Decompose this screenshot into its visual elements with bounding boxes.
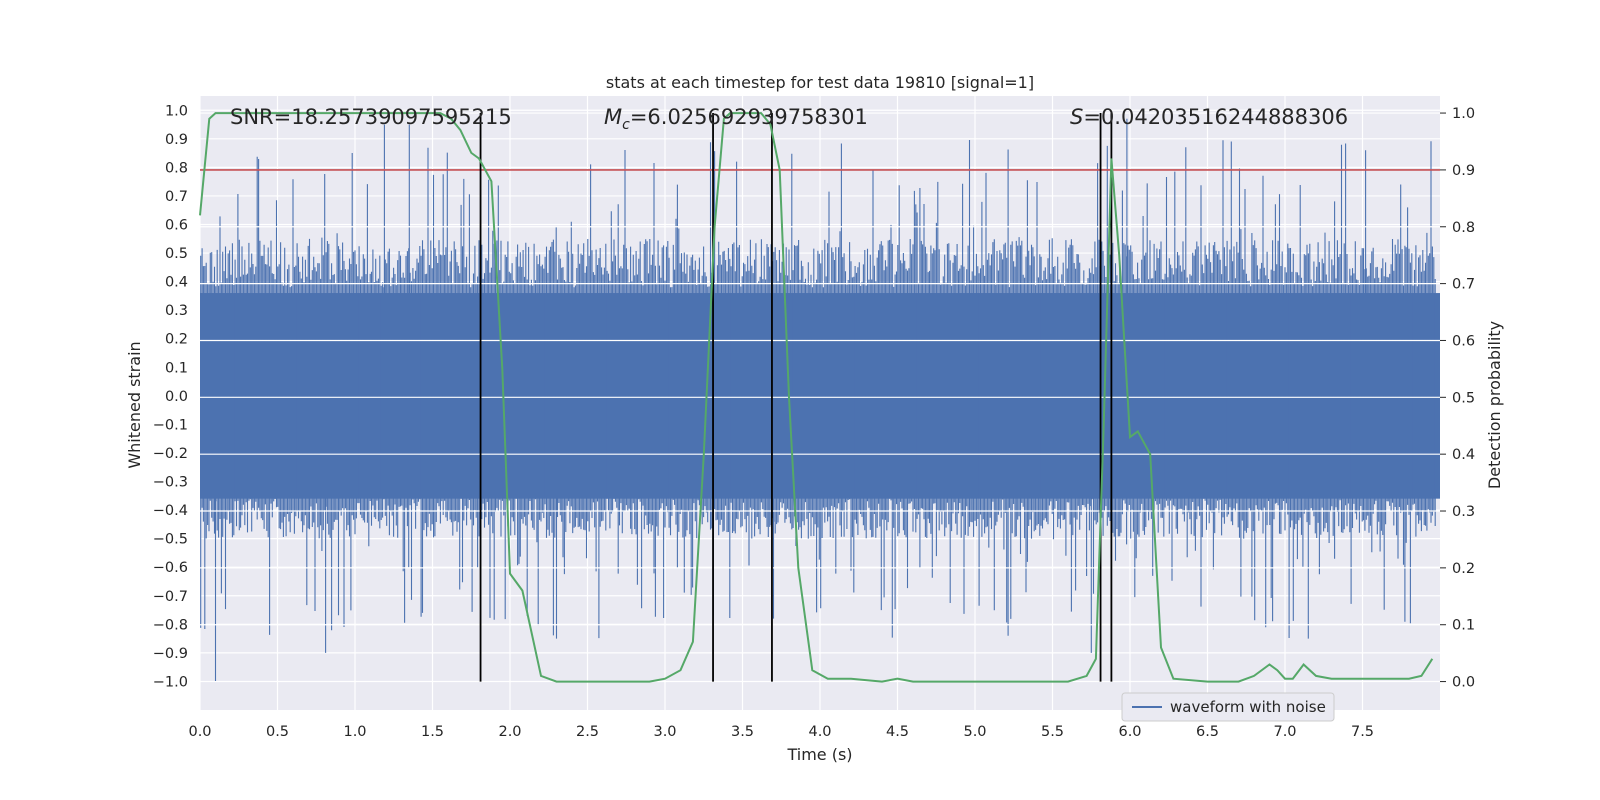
s-annotation: S=0.04203516244888306 xyxy=(1070,105,1348,129)
y-right-tick-label: 0.2 xyxy=(1452,561,1475,577)
s-value: =0.04203516244888306 xyxy=(1083,105,1348,129)
y-right-tick-label: 0.1 xyxy=(1452,618,1475,634)
y-right-tick-label: 0.6 xyxy=(1452,333,1475,349)
x-tick-label: 1.5 xyxy=(421,724,444,740)
x-tick-label: 7.5 xyxy=(1351,724,1374,740)
x-axis-ticks: 0.0 0.5 1.0 1.5 2.0 2.5 3.0 3.5 4.0 4.5 5.0 5.5 6.0 6… xyxy=(188,724,1374,740)
y-left-tick-label: 0.9 xyxy=(165,132,188,148)
y-left-tick-label: 1.0 xyxy=(165,103,188,119)
y-right-tick-label: 0.9 xyxy=(1452,163,1475,179)
x-tick-label: 3.5 xyxy=(731,724,754,740)
y-right-axis-label: Detection probability xyxy=(1485,321,1504,489)
x-tick-label: 3.0 xyxy=(653,724,676,740)
probability-series xyxy=(199,112,1434,683)
y-left-tick-label: −0.8 xyxy=(153,617,188,633)
y-right-tick-label: 0.7 xyxy=(1452,277,1475,293)
y-left-tick-label: 0.3 xyxy=(165,303,188,319)
snr-annotation: SNR=18.25739097595215 xyxy=(230,105,512,129)
x-tick-label: 6.0 xyxy=(1118,724,1141,740)
waveform-core-band xyxy=(200,293,1440,499)
y-left-axis-label: Whitened strain xyxy=(125,341,144,468)
x-tick-label: 4.5 xyxy=(886,724,909,740)
x-tick-label: 0.5 xyxy=(266,724,289,740)
chirp-mass-value: =6.025692939758301 xyxy=(630,105,868,129)
y-left-tick-label: 0.4 xyxy=(165,275,188,291)
x-tick-label: 1.0 xyxy=(343,724,366,740)
waveform-line xyxy=(200,118,1436,682)
y-left-tick-label: −0.5 xyxy=(153,532,188,548)
x-tick-label: 5.5 xyxy=(1041,724,1064,740)
y-left-tick-label: −0.1 xyxy=(153,417,188,433)
x-axis-label: Time (s) xyxy=(786,745,852,764)
y-left-tick-label: 0.1 xyxy=(165,360,188,376)
y-left-tick-label: 0.5 xyxy=(165,246,188,262)
y-left-tick-label: −0.7 xyxy=(153,589,188,605)
legend: waveform with noise xyxy=(1121,692,1335,722)
y-left-tick-label: −0.4 xyxy=(153,503,188,519)
y-right-tick-label: 0.3 xyxy=(1452,504,1475,520)
waveform-series xyxy=(200,118,1440,682)
x-tick-label: 2.5 xyxy=(576,724,599,740)
y-left-tick-label: 0.0 xyxy=(165,389,188,405)
y-right-tick-label: 0.4 xyxy=(1452,447,1475,463)
probability-line xyxy=(199,112,1434,683)
y-right-axis-ticks: 1.0 0.9 0.8 0.7 0.6 0.5 0.4 0.3 0.2 0.1 0.0 xyxy=(1440,106,1475,691)
y-left-tick-label: 0.7 xyxy=(165,189,188,205)
x-tick-label: 2.0 xyxy=(498,724,521,740)
x-tick-label: 6.5 xyxy=(1196,724,1219,740)
y-right-tick-label: 0.8 xyxy=(1452,220,1475,236)
legend-box xyxy=(1121,692,1335,722)
y-left-tick-label: −0.3 xyxy=(153,475,188,491)
chirp-mass-symbol: M xyxy=(604,105,622,129)
x-tick-label: 5.0 xyxy=(963,724,986,740)
s-symbol: S xyxy=(1070,105,1083,129)
x-tick-label: 0.0 xyxy=(188,724,211,740)
y-left-axis-ticks: 1.0 0.9 0.8 0.7 0.6 0.5 0.4 0.3 0.2 0.1 0.0 −0.1 −0.… xyxy=(153,103,188,690)
y-left-tick-label: −0.6 xyxy=(153,560,188,576)
y-left-tick-label: −0.2 xyxy=(153,446,188,462)
y-left-tick-label: −1.0 xyxy=(153,674,188,690)
y-left-tick-label: 0.2 xyxy=(165,332,188,348)
legend-label-waveform: waveform with noise xyxy=(1170,698,1326,716)
y-left-tick-label: 0.8 xyxy=(165,160,188,176)
y-right-tick-label: 0.5 xyxy=(1452,390,1475,406)
y-right-tick-label: 1.0 xyxy=(1452,106,1475,122)
x-tick-label: 7.0 xyxy=(1273,724,1296,740)
y-left-tick-label: 0.6 xyxy=(165,218,188,234)
chirp-mass-annotation: Mc=6.025692939758301 xyxy=(604,105,868,133)
y-left-tick-label: −0.9 xyxy=(153,646,188,662)
chirp-mass-subscript: c xyxy=(622,117,630,133)
chart-title: stats at each timestep for test data 198… xyxy=(606,73,1034,92)
x-tick-label: 4.0 xyxy=(808,724,831,740)
vertical-markers xyxy=(479,113,1113,682)
y-right-tick-label: 0.0 xyxy=(1452,675,1475,691)
